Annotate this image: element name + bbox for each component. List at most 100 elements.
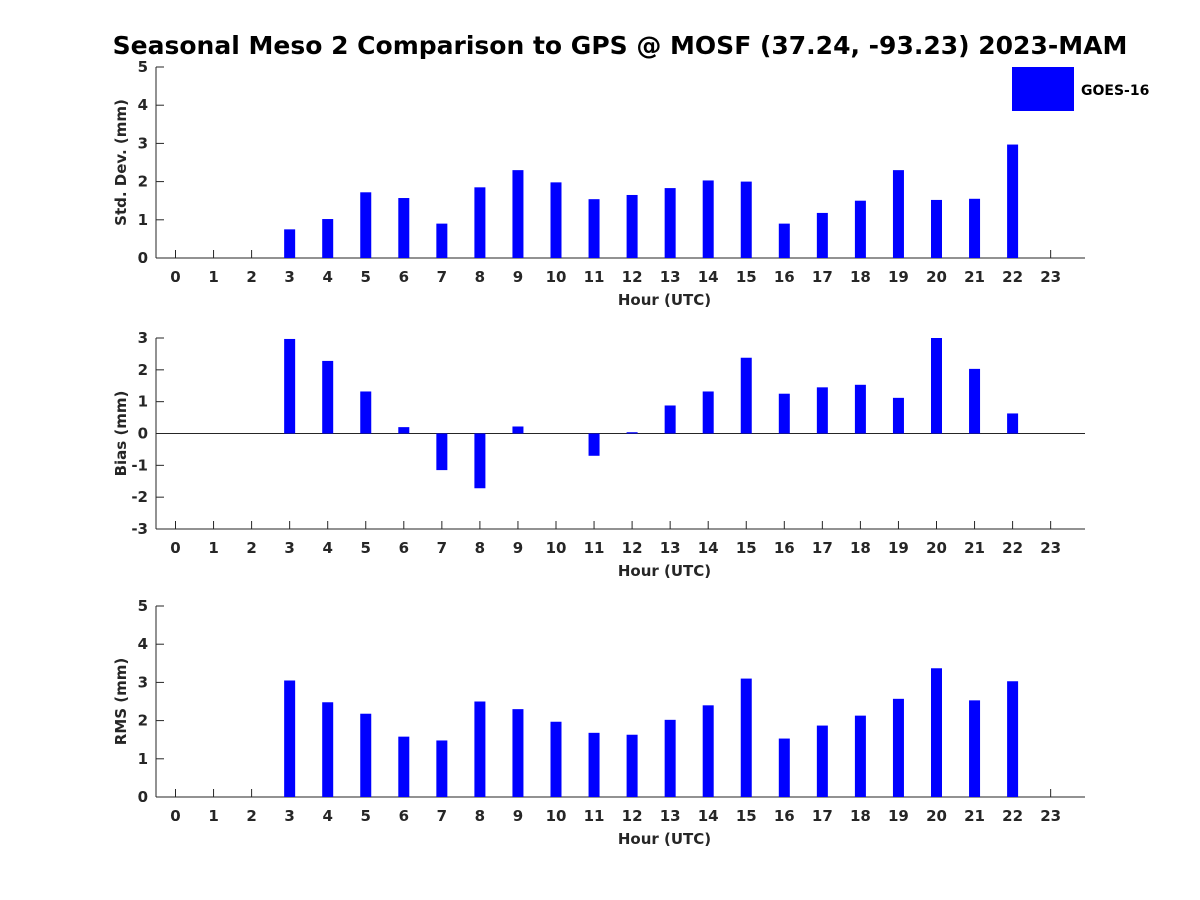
x-tick-label: 15 (736, 807, 757, 825)
bar-hour-15 (740, 181, 752, 258)
bar-hour-20 (931, 199, 942, 258)
bar-hour-3 (284, 680, 296, 797)
x-tick-label: 20 (926, 539, 947, 557)
bar-hour-16 (778, 738, 790, 797)
bar-hour-19 (892, 397, 904, 434)
x-tick-label: 8 (475, 807, 485, 825)
x-tick-label: 21 (964, 539, 985, 557)
x-tick-label: 12 (622, 807, 643, 825)
y-tick-label: 2 (138, 712, 148, 730)
x-tick-label: 9 (513, 268, 523, 286)
x-tick-label: 2 (246, 539, 256, 557)
y-tick-label: 2 (138, 173, 148, 191)
bar-hour-9 (512, 709, 524, 797)
x-tick-label: 1 (208, 268, 218, 286)
x-tick-label: 2 (246, 807, 256, 825)
legend-label-goes16: GOES-16 (1081, 83, 1149, 99)
x-tick-label: 14 (698, 539, 719, 557)
bar-hour-16 (778, 393, 790, 434)
bar-hour-10 (550, 182, 562, 258)
x-tick-label: 11 (584, 268, 605, 286)
x-tick-label: 21 (964, 807, 985, 825)
x-tick-label: 6 (399, 539, 409, 557)
bar-hour-20 (931, 668, 942, 797)
bar-hour-14 (702, 705, 714, 797)
bar-hour-19 (892, 698, 904, 797)
x-tick-label: 12 (622, 268, 643, 286)
bar-hour-11 (588, 732, 600, 797)
bar-hour-8 (474, 433, 486, 489)
x-tick-label: 3 (284, 807, 294, 825)
x-tick-label: 22 (1002, 268, 1023, 286)
x-tick-label: 18 (850, 268, 871, 286)
bar-hour-8 (474, 701, 486, 797)
x-tick-label: 14 (698, 268, 719, 286)
y-axis-label: RMS (mm) (112, 658, 130, 745)
bar-hour-22 (1007, 144, 1019, 258)
x-tick-label: 11 (584, 539, 605, 557)
x-tick-label: 14 (698, 807, 719, 825)
bar-hour-9 (512, 170, 524, 258)
bar-hour-13 (664, 719, 676, 797)
bar-hour-12 (626, 734, 638, 797)
x-tick-label: 23 (1040, 268, 1061, 286)
x-tick-label: 18 (850, 539, 871, 557)
bar-hour-22 (1007, 681, 1019, 797)
x-tick-label: 8 (475, 268, 485, 286)
x-tick-label: 17 (812, 268, 833, 286)
x-tick-label: 16 (774, 539, 795, 557)
x-tick-label: 13 (660, 268, 681, 286)
legend-swatch-goes16 (1012, 67, 1074, 111)
y-tick-label: 3 (138, 329, 148, 347)
x-tick-label: 10 (546, 268, 567, 286)
x-tick-label: 22 (1002, 807, 1023, 825)
x-tick-label: 1 (208, 807, 218, 825)
x-tick-label: 9 (513, 807, 523, 825)
x-tick-label: 8 (475, 539, 485, 557)
x-tick-label: 3 (284, 539, 294, 557)
x-tick-label: 0 (170, 807, 180, 825)
bar-hour-14 (702, 180, 714, 258)
x-tick-label: 10 (546, 539, 567, 557)
bar-hour-16 (778, 223, 790, 258)
bar-hour-4 (322, 360, 334, 434)
bar-hour-4 (322, 702, 334, 797)
x-tick-label: 2 (246, 268, 256, 286)
y-tick-label: 2 (138, 361, 148, 379)
x-tick-label: 4 (322, 539, 332, 557)
bar-hour-13 (664, 405, 676, 434)
bar-hour-6 (398, 427, 410, 434)
bar-hour-17 (816, 212, 828, 258)
x-tick-label: 23 (1040, 539, 1061, 557)
bar-hour-5 (360, 391, 372, 434)
x-tick-label: 17 (812, 539, 833, 557)
y-tick-label: 5 (138, 58, 148, 76)
bar-hour-17 (816, 725, 828, 797)
x-tick-label: 3 (284, 268, 294, 286)
bar-hour-10 (550, 721, 562, 797)
x-tick-label: 21 (964, 268, 985, 286)
chart-title: Seasonal Meso 2 Comparison to GPS @ MOSF… (113, 31, 1128, 60)
x-tick-label: 11 (584, 807, 605, 825)
x-tick-label: 0 (170, 539, 180, 557)
bar-hour-21 (969, 198, 981, 258)
bar-hour-18 (854, 384, 866, 434)
x-tick-label: 20 (926, 268, 947, 286)
x-tick-label: 19 (888, 268, 909, 286)
y-tick-label: 3 (138, 134, 148, 152)
bar-hour-7 (436, 433, 448, 471)
bar-hour-4 (322, 219, 334, 258)
y-tick-label: 4 (138, 96, 148, 114)
bar-hour-5 (360, 192, 372, 258)
x-tick-label: 7 (437, 539, 447, 557)
legend: GOES-16 (1012, 67, 1149, 111)
bar-hour-13 (664, 188, 676, 258)
bar-hour-19 (892, 170, 904, 258)
y-tick-label: -1 (131, 456, 148, 474)
bar-hour-12 (626, 194, 638, 258)
bar-hour-5 (360, 713, 372, 797)
